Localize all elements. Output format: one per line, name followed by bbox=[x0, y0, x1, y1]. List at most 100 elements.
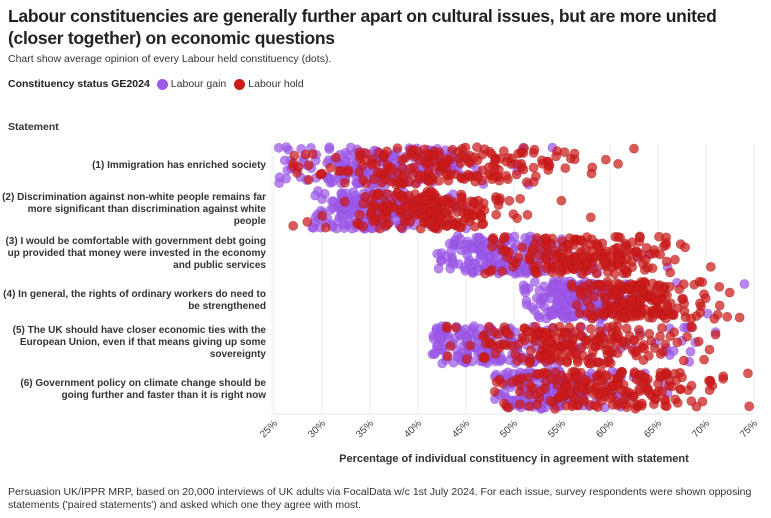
dot-labour-hold-statement-1[interactable] bbox=[469, 152, 480, 163]
dot-labour-hold-statement-6[interactable] bbox=[620, 386, 631, 396]
dot-labour-hold-statement-3[interactable] bbox=[613, 232, 623, 242]
dot-labour-hold-statement-5[interactable] bbox=[682, 331, 692, 342]
dot-labour-gain-statement-3[interactable] bbox=[475, 253, 485, 263]
dot-labour-hold-statement-1[interactable] bbox=[339, 177, 350, 188]
dot-labour-hold-statement-6[interactable] bbox=[550, 403, 560, 414]
dot-labour-hold-statement-5[interactable] bbox=[603, 322, 613, 333]
dot-labour-hold-statement-4[interactable] bbox=[724, 287, 735, 298]
dot-labour-hold-statement-3[interactable] bbox=[541, 233, 552, 244]
dot-labour-hold-statement-6[interactable] bbox=[675, 384, 686, 395]
dot-labour-hold-statement-5[interactable] bbox=[585, 323, 596, 334]
dot-labour-hold-statement-6[interactable] bbox=[672, 397, 683, 408]
dot-labour-hold-statement-1[interactable] bbox=[366, 160, 377, 170]
dot-labour-hold-statement-4[interactable] bbox=[571, 300, 582, 310]
dot-labour-hold-statement-4[interactable] bbox=[734, 312, 745, 323]
dot-labour-gain-statement-4[interactable] bbox=[541, 313, 552, 324]
dot-labour-hold-statement-2[interactable] bbox=[468, 198, 479, 209]
dot-labour-gain-statement-2[interactable] bbox=[337, 211, 348, 222]
dot-labour-hold-statement-5[interactable] bbox=[487, 340, 498, 351]
dot-labour-hold-statement-5[interactable] bbox=[479, 353, 490, 364]
dot-labour-hold-statement-1[interactable] bbox=[529, 144, 540, 155]
dot-labour-hold-statement-3[interactable] bbox=[611, 243, 622, 254]
dot-labour-hold-statement-1[interactable] bbox=[586, 168, 597, 179]
dot-labour-hold-statement-6[interactable] bbox=[547, 374, 557, 384]
dot-labour-hold-statement-1[interactable] bbox=[472, 170, 483, 181]
dot-labour-hold-statement-1[interactable] bbox=[559, 147, 570, 157]
dot-labour-hold-statement-3[interactable] bbox=[504, 247, 514, 258]
dot-labour-hold-statement-3[interactable] bbox=[661, 240, 671, 251]
dot-labour-hold-statement-2[interactable] bbox=[317, 210, 328, 221]
dot-labour-hold-statement-4[interactable] bbox=[695, 298, 705, 309]
dot-labour-gain-statement-3[interactable] bbox=[460, 265, 471, 276]
dot-labour-gain-statement-1[interactable] bbox=[281, 142, 292, 152]
dot-labour-gain-statement-2[interactable] bbox=[326, 196, 337, 207]
dot-labour-hold-statement-6[interactable] bbox=[489, 386, 500, 397]
dot-labour-hold-statement-1[interactable] bbox=[315, 169, 325, 180]
dot-labour-gain-statement-5[interactable] bbox=[468, 321, 479, 331]
dot-labour-hold-statement-1[interactable] bbox=[528, 162, 539, 173]
dot-labour-hold-statement-1[interactable] bbox=[439, 160, 450, 170]
dot-labour-gain-statement-4[interactable] bbox=[521, 296, 532, 306]
dot-labour-gain-statement-4[interactable] bbox=[739, 279, 750, 289]
dot-labour-gain-statement-2[interactable] bbox=[317, 194, 327, 204]
dot-labour-hold-statement-6[interactable] bbox=[617, 398, 627, 409]
dot-labour-hold-statement-5[interactable] bbox=[450, 322, 461, 333]
dot-labour-gain-statement-2[interactable] bbox=[325, 205, 336, 215]
dot-labour-hold-statement-3[interactable] bbox=[534, 250, 544, 260]
dot-labour-gain-statement-3[interactable] bbox=[432, 248, 443, 259]
dot-labour-hold-statement-5[interactable] bbox=[649, 343, 660, 353]
dot-labour-hold-statement-5[interactable] bbox=[519, 335, 530, 346]
dot-labour-hold-statement-5[interactable] bbox=[554, 321, 565, 332]
dot-labour-hold-statement-6[interactable] bbox=[577, 384, 588, 395]
dot-labour-hold-statement-1[interactable] bbox=[372, 167, 383, 178]
dot-labour-hold-statement-5[interactable] bbox=[530, 321, 541, 332]
dot-labour-hold-statement-6[interactable] bbox=[571, 373, 582, 383]
dot-labour-hold-statement-5[interactable] bbox=[575, 321, 586, 332]
dot-labour-hold-statement-4[interactable] bbox=[635, 295, 645, 306]
dot-labour-hold-statement-6[interactable] bbox=[629, 367, 640, 377]
dot-labour-hold-statement-2[interactable] bbox=[368, 200, 379, 211]
dot-labour-hold-statement-5[interactable] bbox=[563, 346, 574, 357]
dot-labour-gain-statement-5[interactable] bbox=[452, 351, 463, 362]
dot-labour-hold-statement-6[interactable] bbox=[653, 378, 663, 389]
dot-labour-hold-statement-1[interactable] bbox=[293, 161, 304, 172]
dot-labour-hold-statement-5[interactable] bbox=[621, 323, 632, 334]
dot-labour-hold-statement-2[interactable] bbox=[320, 222, 331, 233]
dot-labour-hold-statement-1[interactable] bbox=[537, 158, 548, 169]
dot-labour-hold-statement-5[interactable] bbox=[639, 343, 650, 354]
dot-labour-hold-statement-5[interactable] bbox=[655, 331, 665, 342]
dot-labour-hold-statement-5[interactable] bbox=[657, 323, 667, 333]
dot-labour-hold-statement-5[interactable] bbox=[643, 350, 654, 361]
legend-item-labour-gain[interactable]: Labour gain bbox=[156, 78, 226, 90]
dot-labour-hold-statement-6[interactable] bbox=[707, 380, 718, 391]
dot-labour-hold-statement-2[interactable] bbox=[424, 217, 435, 228]
dot-labour-hold-statement-1[interactable] bbox=[405, 149, 416, 160]
dot-labour-hold-statement-5[interactable] bbox=[710, 329, 721, 340]
dot-labour-gain-statement-1[interactable] bbox=[274, 172, 285, 183]
dot-labour-hold-statement-3[interactable] bbox=[563, 249, 574, 259]
dot-labour-hold-statement-3[interactable] bbox=[577, 251, 588, 262]
dot-labour-hold-statement-5[interactable] bbox=[524, 358, 535, 368]
dot-labour-hold-statement-1[interactable] bbox=[382, 146, 392, 157]
dot-labour-hold-statement-1[interactable] bbox=[405, 163, 416, 174]
dot-labour-hold-statement-4[interactable] bbox=[607, 309, 618, 319]
dot-labour-hold-statement-2[interactable] bbox=[397, 195, 408, 206]
dot-labour-hold-statement-6[interactable] bbox=[545, 395, 555, 406]
dot-labour-hold-statement-3[interactable] bbox=[527, 244, 538, 254]
dot-labour-gain-statement-5[interactable] bbox=[685, 346, 696, 357]
dot-labour-hold-statement-2[interactable] bbox=[556, 195, 567, 206]
dot-labour-hold-statement-5[interactable] bbox=[658, 346, 668, 357]
dot-labour-hold-statement-2[interactable] bbox=[522, 209, 533, 220]
dot-labour-hold-statement-5[interactable] bbox=[580, 335, 591, 346]
dot-labour-hold-statement-2[interactable] bbox=[504, 195, 515, 206]
dot-labour-hold-statement-1[interactable] bbox=[489, 155, 500, 166]
dot-labour-hold-statement-5[interactable] bbox=[484, 321, 494, 332]
dot-labour-hold-statement-3[interactable] bbox=[513, 252, 524, 263]
dot-labour-hold-statement-1[interactable] bbox=[392, 143, 403, 154]
dot-labour-hold-statement-4[interactable] bbox=[567, 282, 578, 292]
dot-labour-hold-statement-4[interactable] bbox=[674, 284, 685, 295]
dot-labour-hold-statement-1[interactable] bbox=[501, 156, 512, 167]
dot-labour-hold-statement-4[interactable] bbox=[626, 294, 637, 305]
dot-labour-hold-statement-3[interactable] bbox=[634, 231, 645, 242]
dot-labour-hold-statement-3[interactable] bbox=[485, 266, 495, 277]
